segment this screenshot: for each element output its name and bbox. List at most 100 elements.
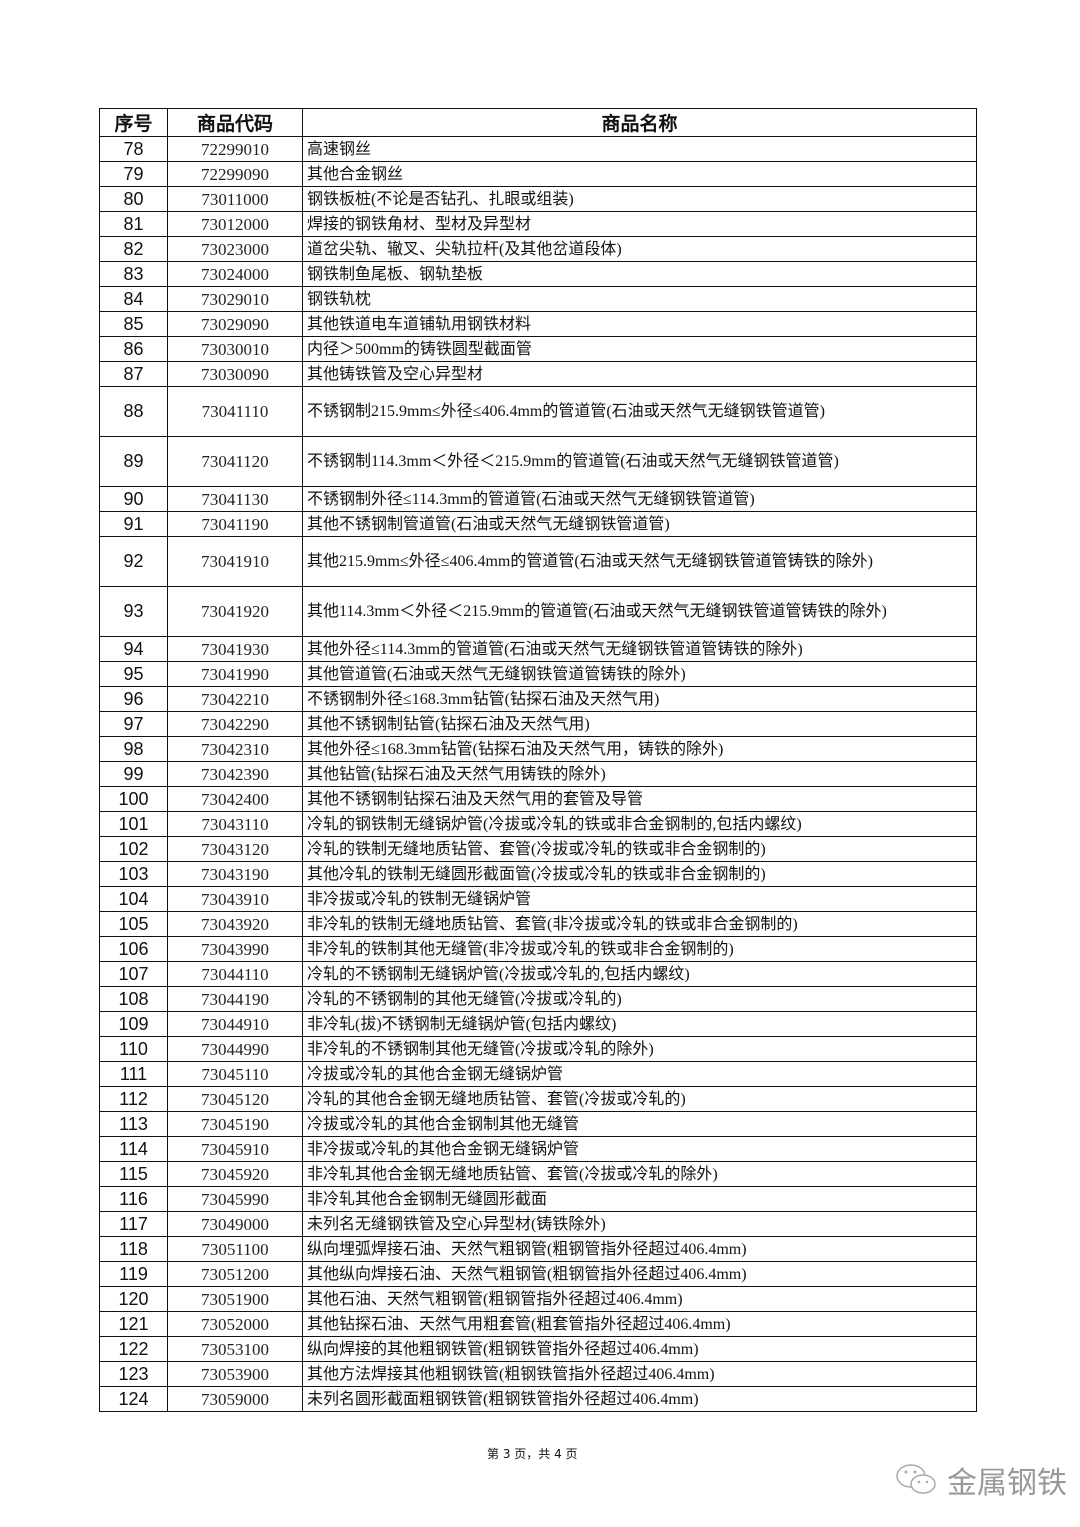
row-index: 112 xyxy=(99,1086,168,1112)
row-index: 86 xyxy=(99,336,168,362)
commodity-code: 73051200 xyxy=(167,1261,303,1287)
commodity-name: 钢铁轨枕 xyxy=(302,286,977,312)
table-row: 97 73042290 其他不锈钢制钻管(钻探石油及天然气用) xyxy=(99,711,977,737)
commodity-name: 其他不锈钢制钻管(钻探石油及天然气用) xyxy=(302,711,977,737)
commodity-name: 其他合金钢丝 xyxy=(302,161,977,187)
table-row: 83 73024000 钢铁制鱼尾板、钢轨垫板 xyxy=(99,261,977,287)
table-row: 116 73045990 非冷轧其他合金钢制无缝圆形截面 xyxy=(99,1186,977,1212)
row-index: 104 xyxy=(99,886,168,912)
commodity-code: 73042400 xyxy=(167,786,303,812)
commodity-code: 73045910 xyxy=(167,1136,303,1162)
table-row: 95 73041990 其他管道管(石油或天然气无缝钢铁管道管铸铁的除外) xyxy=(99,661,977,687)
row-index: 114 xyxy=(99,1136,168,1162)
commodity-code: 73044990 xyxy=(167,1036,303,1062)
commodity-name: 纵向埋弧焊接石油、天然气粗钢管(粗钢管指外径超过406.4mm) xyxy=(302,1236,977,1262)
commodity-code: 73043910 xyxy=(167,886,303,912)
commodity-code: 73045110 xyxy=(167,1061,303,1087)
table-header-row: 序号 商品代码 商品名称 xyxy=(99,108,977,137)
commodity-name: 冷轧的不锈钢制的其他无缝管(冷拔或冷轧的) xyxy=(302,986,977,1012)
commodity-name: 其他钻探石油、天然气用粗套管(粗套管指外径超过406.4mm) xyxy=(302,1311,977,1337)
commodity-name: 其他方法焊接其他粗钢铁管(粗钢铁管指外径超过406.4mm) xyxy=(302,1361,977,1387)
table-row: 79 72299090 其他合金钢丝 xyxy=(99,161,977,187)
row-index: 118 xyxy=(99,1236,168,1262)
row-index: 122 xyxy=(99,1336,168,1362)
row-index: 107 xyxy=(99,961,168,987)
table-row: 114 73045910 非冷拔或冷轧的其他合金钢无缝锅炉管 xyxy=(99,1136,977,1162)
commodity-name: 非冷轧其他合金钢无缝地质钻管、套管(冷拔或冷轧的除外) xyxy=(302,1161,977,1187)
header-code: 商品代码 xyxy=(167,108,303,137)
commodity-name: 内径＞500mm的铸铁圆型截面管 xyxy=(302,336,977,362)
table-row: 117 73049000 未列名无缝钢铁管及空心异型材(铸铁除外) xyxy=(99,1211,977,1237)
table-row: 78 72299010 高速钢丝 xyxy=(99,136,977,162)
table-row: 108 73044190 冷轧的不锈钢制的其他无缝管(冷拔或冷轧的) xyxy=(99,986,977,1012)
commodity-name: 高速钢丝 xyxy=(302,136,977,162)
table-row: 92 73041910 其他215.9mm≤外径≤406.4mm的管道管(石油或天然… xyxy=(99,536,977,587)
table-row: 111 73045110 冷拔或冷轧的其他合金钢无缝锅炉管 xyxy=(99,1061,977,1087)
table-row: 88 73041110 不锈钢制215.9mm≤外径≤406.4mm的管道管(石油或… xyxy=(99,386,977,437)
row-index: 116 xyxy=(99,1186,168,1212)
commodity-code: 73030010 xyxy=(167,336,303,362)
commodity-table: 序号 商品代码 商品名称 78 72299010 高速钢丝 79 72299090 其他合… xyxy=(99,108,977,1412)
table-row: 93 73041920 其他114.3mm＜外径＜215.9mm的管道管(石油或天然… xyxy=(99,586,977,637)
table-row: 101 73043110 冷轧的钢铁制无缝锅炉管(冷拔或冷轧的铁或非合金钢制的,包括… xyxy=(99,811,977,837)
table-row: 94 73041930 其他外径≤114.3mm的管道管(石油或天然气无缝钢铁管道管… xyxy=(99,636,977,662)
table-row: 109 73044910 非冷轧(拔)不锈钢制无缝锅炉管(包括内螺纹) xyxy=(99,1011,977,1037)
commodity-name: 未列名无缝钢铁管及空心异型材(铸铁除外) xyxy=(302,1211,977,1237)
commodity-code: 73041910 xyxy=(167,536,303,587)
row-index: 88 xyxy=(99,386,168,437)
table-row: 84 73029010 钢铁轨枕 xyxy=(99,286,977,312)
commodity-code: 73024000 xyxy=(167,261,303,287)
table-row: 119 73051200 其他纵向焊接石油、天然气粗钢管(粗钢管指外径超过406.4… xyxy=(99,1261,977,1287)
row-index: 78 xyxy=(99,136,168,162)
table-row: 90 73041130 不锈钢制外径≤114.3mm的管道管(石油或天然气无缝钢铁管… xyxy=(99,486,977,512)
row-index: 81 xyxy=(99,211,168,237)
row-index: 87 xyxy=(99,361,168,387)
row-index: 119 xyxy=(99,1261,168,1287)
commodity-code: 73041120 xyxy=(167,436,303,487)
row-index: 90 xyxy=(99,486,168,512)
commodity-name: 其他不锈钢制管道管(石油或天然气无缝钢铁管道管) xyxy=(302,511,977,537)
wechat-icon xyxy=(896,1464,936,1494)
row-index: 120 xyxy=(99,1286,168,1312)
commodity-name: 非冷拔或冷轧的铁制无缝锅炉管 xyxy=(302,886,977,912)
commodity-name: 冷拔或冷轧的其他合金钢制其他无缝管 xyxy=(302,1111,977,1137)
commodity-name: 其他钻管(钻探石油及天然气用铸铁的除外) xyxy=(302,761,977,787)
row-index: 99 xyxy=(99,761,168,787)
row-index: 111 xyxy=(99,1061,168,1087)
commodity-code: 73052000 xyxy=(167,1311,303,1337)
commodity-code: 73044110 xyxy=(167,961,303,987)
commodity-name: 非冷拔或冷轧的其他合金钢无缝锅炉管 xyxy=(302,1136,977,1162)
row-index: 98 xyxy=(99,736,168,762)
table-row: 102 73043120 冷轧的铁制无缝地质钻管、套管(冷拔或冷轧的铁或非合金钢制的… xyxy=(99,836,977,862)
commodity-code: 73041930 xyxy=(167,636,303,662)
commodity-name: 其他215.9mm≤外径≤406.4mm的管道管(石油或天然气无缝钢铁管道管铸铁… xyxy=(302,536,977,587)
row-index: 89 xyxy=(99,436,168,487)
table-row: 107 73044110 冷轧的不锈钢制无缝锅炉管(冷拔或冷轧的,包括内螺纹) xyxy=(99,961,977,987)
row-index: 102 xyxy=(99,836,168,862)
commodity-code: 73042290 xyxy=(167,711,303,737)
commodity-code: 73041990 xyxy=(167,661,303,687)
row-index: 91 xyxy=(99,511,168,537)
table-row: 91 73041190 其他不锈钢制管道管(石油或天然气无缝钢铁管道管) xyxy=(99,511,977,537)
commodity-code: 73043110 xyxy=(167,811,303,837)
commodity-name: 不锈钢制外径≤114.3mm的管道管(石油或天然气无缝钢铁管道管) xyxy=(302,486,977,512)
row-index: 84 xyxy=(99,286,168,312)
table-row: 86 73030010 内径＞500mm的铸铁圆型截面管 xyxy=(99,336,977,362)
table-row: 112 73045120 冷轧的其他合金钢无缝地质钻管、套管(冷拔或冷轧的) xyxy=(99,1086,977,1112)
commodity-name: 道岔尖轨、辙叉、尖轨拉杆(及其他岔道段体) xyxy=(302,236,977,262)
commodity-code: 73045920 xyxy=(167,1161,303,1187)
commodity-name: 焊接的钢铁角材、型材及异型材 xyxy=(302,211,977,237)
commodity-name: 其他外径≤168.3mm钻管(钻探石油及天然气用，铸铁的除外) xyxy=(302,736,977,762)
row-index: 100 xyxy=(99,786,168,812)
commodity-name: 其他冷轧的铁制无缝圆形截面管(冷拔或冷轧的铁或非合金钢制的) xyxy=(302,861,977,887)
table-row: 98 73042310 其他外径≤168.3mm钻管(钻探石油及天然气用，铸铁的除外… xyxy=(99,736,977,762)
row-index: 97 xyxy=(99,711,168,737)
row-index: 106 xyxy=(99,936,168,962)
table-row: 87 73030090 其他铸铁管及空心异型材 xyxy=(99,361,977,387)
table-row: 104 73043910 非冷拔或冷轧的铁制无缝锅炉管 xyxy=(99,886,977,912)
table-row: 124 73059000 未列名圆形截面粗钢铁管(粗钢铁管指外径超过406.4mm) xyxy=(99,1386,977,1412)
commodity-name: 不锈钢制215.9mm≤外径≤406.4mm的管道管(石油或天然气无缝钢铁管道管… xyxy=(302,386,977,437)
row-index: 80 xyxy=(99,186,168,212)
commodity-code: 73051900 xyxy=(167,1286,303,1312)
commodity-code: 72299090 xyxy=(167,161,303,187)
